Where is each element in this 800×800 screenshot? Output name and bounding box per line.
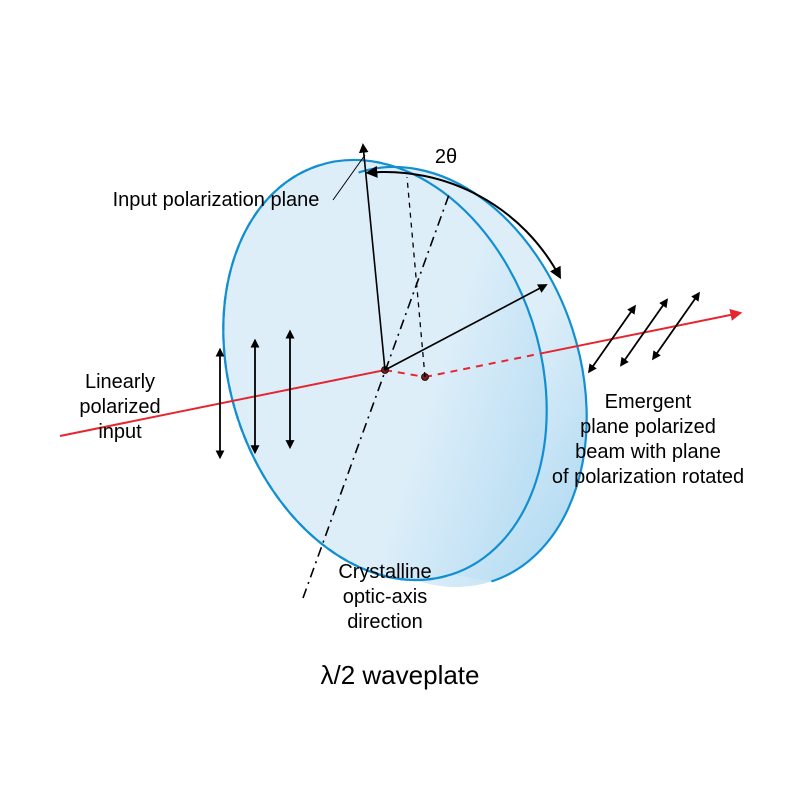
output-polarization-arrow <box>653 293 699 359</box>
output-polarization-arrow <box>589 306 635 372</box>
optic-axis-label: Crystallineoptic-axisdirection <box>295 560 475 635</box>
emergent-label: Emergentplane polarizedbeam with planeof… <box>518 390 778 490</box>
diagram-title: λ/2 waveplate <box>250 659 550 692</box>
input-plane-label: Input polarization plane <box>86 188 346 213</box>
output-polarization-arrow <box>621 300 667 366</box>
angle-label: 2θ <box>416 145 476 170</box>
linear-input-label: Linearlypolarizedinput <box>40 370 200 445</box>
